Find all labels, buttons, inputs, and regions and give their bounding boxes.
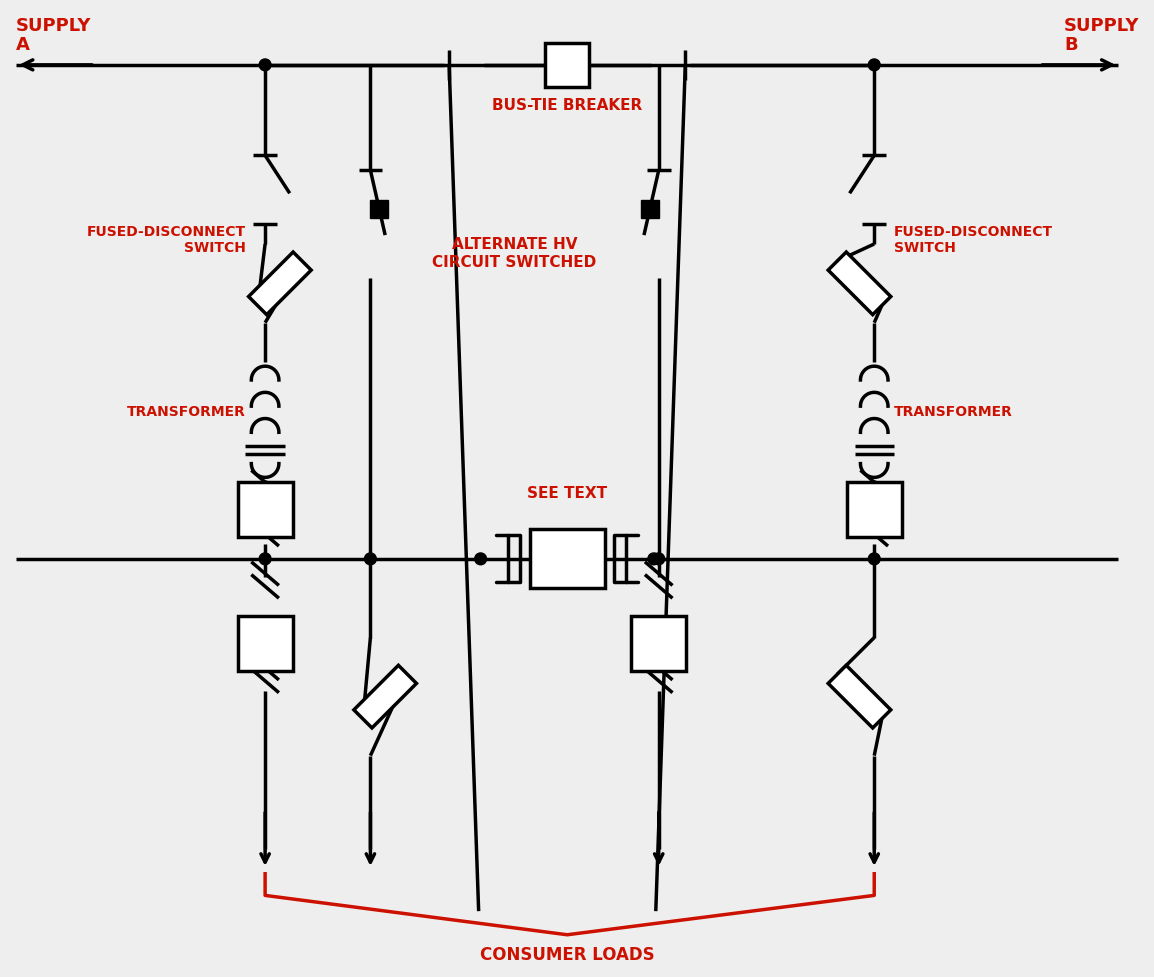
Text: ALTERNATE HV
CIRCUIT SWITCHED: ALTERNATE HV CIRCUIT SWITCHED bbox=[433, 236, 597, 270]
Text: FUSED-DISCONNECT
SWITCH: FUSED-DISCONNECT SWITCH bbox=[87, 225, 246, 255]
Circle shape bbox=[868, 553, 881, 565]
Text: TRANSFORMER: TRANSFORMER bbox=[894, 404, 1013, 419]
Polygon shape bbox=[248, 253, 312, 316]
Text: SUPPLY
B: SUPPLY B bbox=[1064, 17, 1140, 54]
Text: BUS-TIE BREAKER: BUS-TIE BREAKER bbox=[492, 98, 643, 112]
Circle shape bbox=[260, 553, 271, 565]
Bar bbox=[631, 616, 687, 671]
Polygon shape bbox=[829, 253, 891, 316]
Bar bbox=[370, 201, 388, 219]
Bar bbox=[238, 483, 293, 537]
Circle shape bbox=[653, 553, 665, 565]
Polygon shape bbox=[829, 665, 891, 728]
Circle shape bbox=[474, 553, 487, 565]
Circle shape bbox=[365, 553, 376, 565]
Circle shape bbox=[260, 60, 271, 71]
Text: SUPPLY
A: SUPPLY A bbox=[16, 17, 91, 54]
Circle shape bbox=[868, 60, 881, 71]
Circle shape bbox=[647, 553, 660, 565]
Text: FUSED-DISCONNECT
SWITCH: FUSED-DISCONNECT SWITCH bbox=[894, 225, 1054, 255]
Bar bbox=[238, 616, 293, 671]
Bar bbox=[847, 483, 901, 537]
Text: TRANSFORMER: TRANSFORMER bbox=[127, 404, 246, 419]
Bar bbox=[530, 530, 605, 589]
Bar bbox=[545, 44, 590, 88]
Bar bbox=[640, 201, 659, 219]
Text: CONSUMER LOADS: CONSUMER LOADS bbox=[480, 945, 654, 962]
Polygon shape bbox=[354, 665, 417, 728]
Text: SEE TEXT: SEE TEXT bbox=[527, 486, 607, 500]
